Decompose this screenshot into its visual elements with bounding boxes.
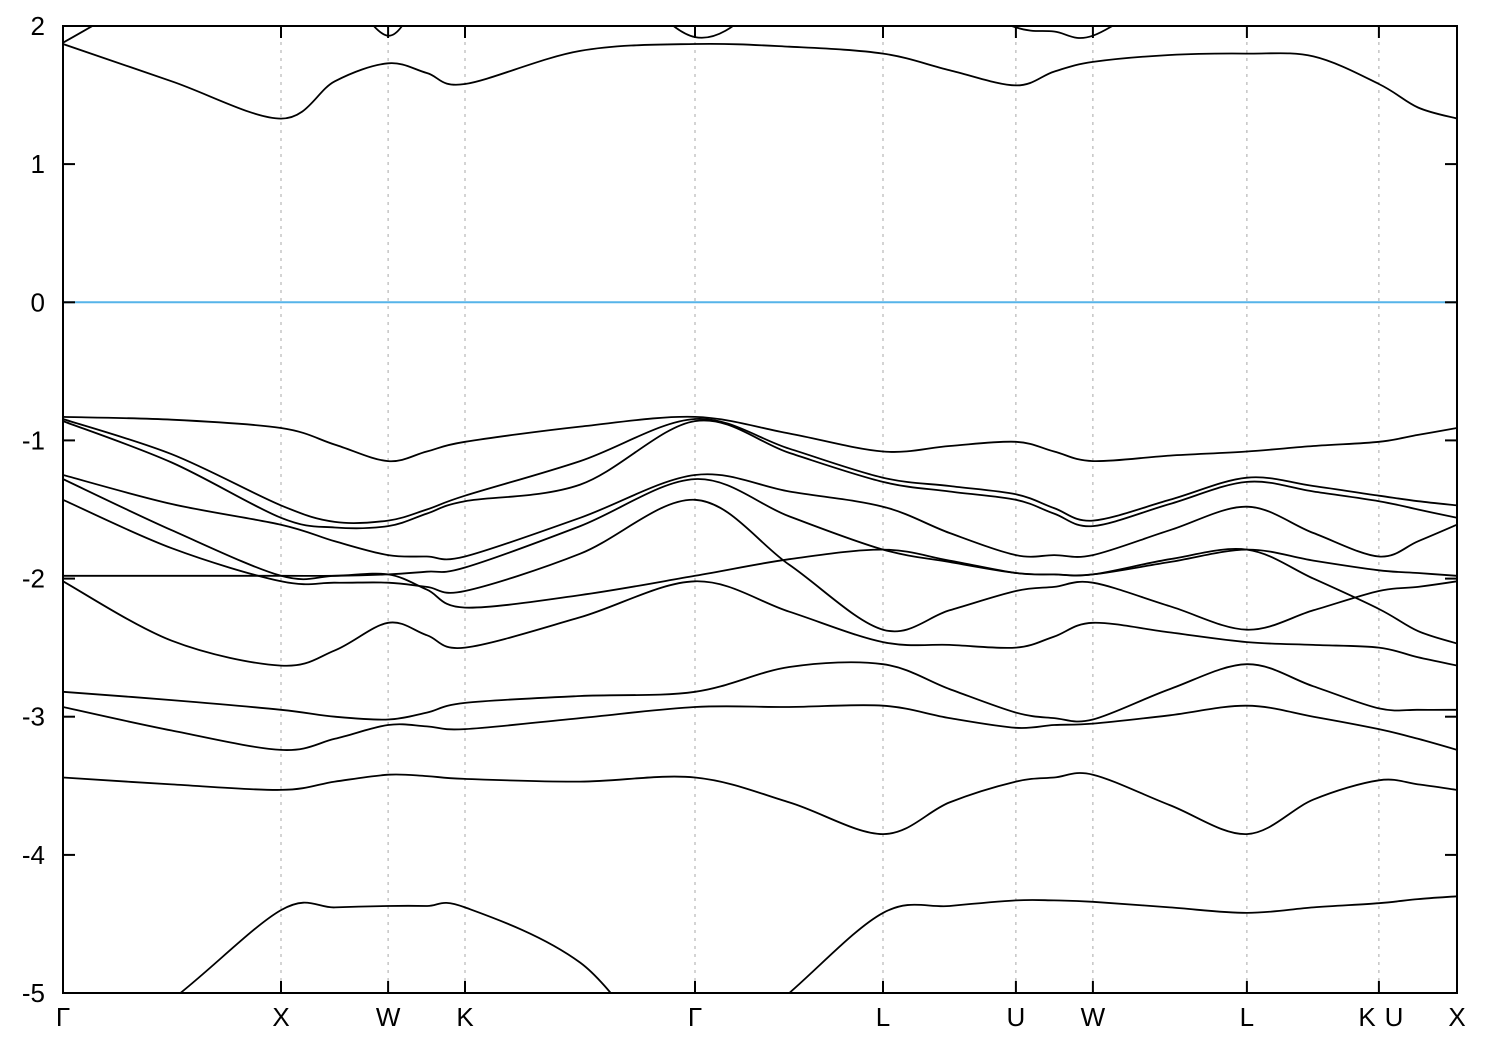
y-tick-label: -1: [22, 425, 45, 455]
y-tick-label: -3: [22, 702, 45, 732]
kpoint-label: X: [1448, 1002, 1465, 1032]
valence-band-1: [63, 415, 1457, 463]
kpoint-label: U: [1385, 1002, 1404, 1032]
valence-band-12: [179, 895, 1457, 993]
kpoint-label: K: [1358, 1002, 1376, 1032]
kpoint-label: L: [876, 1002, 890, 1032]
kpoint-label: X: [272, 1002, 289, 1032]
axis-ticks: [63, 25, 1457, 994]
kpoint-label: L: [1240, 1002, 1254, 1032]
y-tick-label: -5: [22, 978, 45, 1008]
y-tick-label: 1: [31, 149, 45, 179]
valence-band-9: [63, 661, 1457, 723]
valence-band-7: [63, 548, 1457, 645]
kpoint-label: K: [456, 1002, 474, 1032]
plot-border: [62, 25, 1458, 994]
y-tick-label: 0: [31, 287, 45, 317]
valence-band-11: [63, 772, 1457, 836]
valence-band-2: [63, 418, 1457, 525]
kpoint-label: Γ: [688, 1002, 702, 1032]
conduction-band-1: [63, 42, 1457, 120]
valence-band-10: [63, 704, 1457, 751]
valence-band-4: [63, 473, 1457, 561]
y-tick-label: -2: [22, 564, 45, 594]
kpoint-gridlines: [280, 26, 1380, 993]
y-tick-label: -4: [22, 840, 45, 870]
y-axis-tick-labels: 2 1 0 -1 -2 -3 -4 -5: [22, 11, 45, 1008]
kpoint-label: Γ: [56, 1002, 70, 1032]
energy-band-curves: [63, 26, 1457, 993]
valence-band-3: [63, 419, 1457, 530]
kpoint-label: W: [1081, 1002, 1106, 1032]
y-tick-label: 2: [31, 11, 45, 41]
valence-band-6: [63, 498, 1457, 633]
kpoint-label: W: [376, 1002, 401, 1032]
valence-band-8: [63, 580, 1457, 667]
kpoint-label: U: [1007, 1002, 1026, 1032]
